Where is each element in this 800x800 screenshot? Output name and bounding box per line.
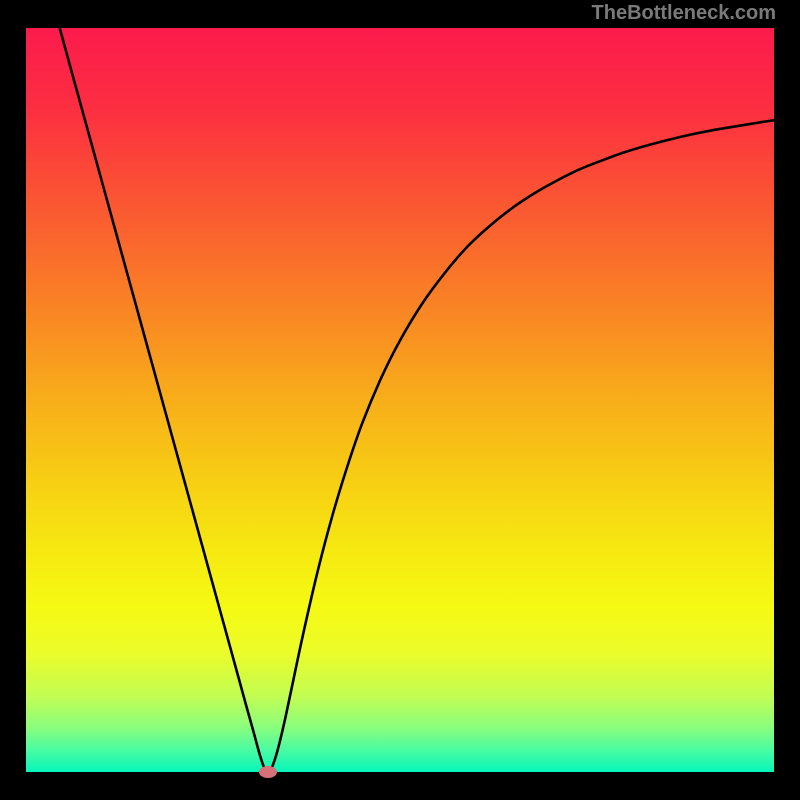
chart-root: TheBottleneck.com bbox=[0, 0, 800, 800]
minimum-marker bbox=[259, 766, 277, 778]
watermark-text: TheBottleneck.com bbox=[592, 2, 776, 25]
plot-area bbox=[26, 28, 774, 772]
curve-svg bbox=[26, 28, 774, 772]
bottleneck-curve bbox=[60, 28, 774, 772]
